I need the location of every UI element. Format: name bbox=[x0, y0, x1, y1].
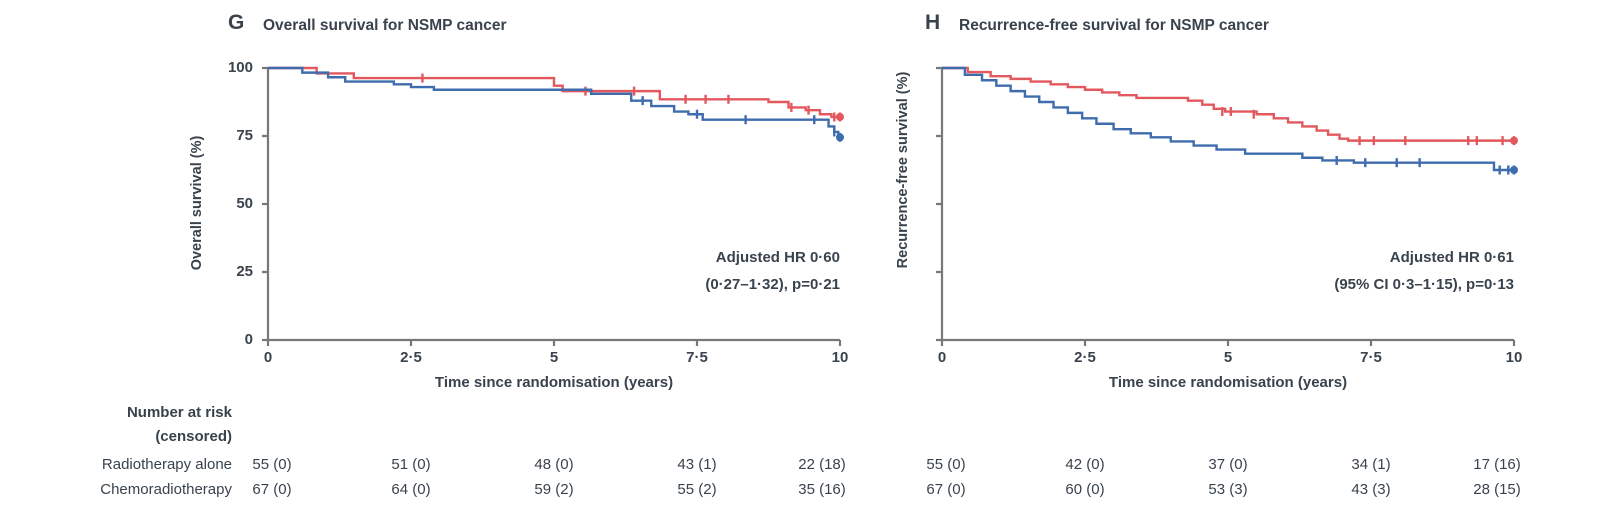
panel-h-x-axis-title: Time since randomisation (years) bbox=[1108, 374, 1348, 391]
panel-h-x-tick-label: 0 bbox=[937, 349, 947, 366]
panel-h-y-axis-title: Recurrence-free survival (%) bbox=[895, 71, 911, 269]
risk-value: 22 (18) bbox=[798, 456, 846, 473]
risk-value: 59 (2) bbox=[534, 481, 574, 498]
risk-value: 37 (0) bbox=[1208, 456, 1248, 473]
risk-value: 35 (16) bbox=[798, 481, 846, 498]
risk-value: 55 (0) bbox=[252, 456, 292, 473]
panel-h-km-plot bbox=[936, 66, 1518, 346]
risk-value: 67 (0) bbox=[252, 481, 292, 498]
risk-value: 17 (16) bbox=[1473, 456, 1521, 473]
panel-g-hr-annotation-line1: Adjusted HR 0·60 bbox=[715, 249, 840, 266]
panel-h-x-tick-label: 7·5 bbox=[1360, 349, 1382, 366]
panel-g-x-tick-label: 2·5 bbox=[400, 349, 422, 366]
risk-value: 28 (15) bbox=[1473, 481, 1521, 498]
risk-value: 60 (0) bbox=[1065, 481, 1105, 498]
panel-g-hr-annotation-line2: (0·27–1·32), p=0·21 bbox=[705, 276, 840, 293]
risk-table-header-censored: (censored) bbox=[155, 428, 232, 445]
panel-g-y-tick-label: 50 bbox=[236, 195, 253, 212]
risk-table-header: Number at risk bbox=[126, 404, 232, 421]
panel-h-x-tick-label: 5 bbox=[1223, 349, 1233, 366]
panel-g-y-tick-label: 75 bbox=[236, 127, 253, 144]
risk-value: 53 (3) bbox=[1208, 481, 1248, 498]
risk-row-label-radiotherapy: Radiotherapy alone bbox=[101, 456, 232, 473]
panel-h-hr-annotation-line2: (95% CI 0·3–1·15), p=0·13 bbox=[1334, 276, 1514, 293]
risk-value: 34 (1) bbox=[1351, 456, 1391, 473]
panel-g-x-tick-label: 7·5 bbox=[686, 349, 708, 366]
panel-g-y-tick-label: 25 bbox=[236, 263, 253, 280]
panel-h-title: Recurrence-free survival for NSMP cancer bbox=[959, 17, 1269, 34]
panel-g-km-plot bbox=[262, 66, 844, 346]
panel-h-letter: H bbox=[925, 11, 941, 34]
panel-g-title: Overall survival for NSMP cancer bbox=[263, 17, 507, 34]
panel-g-letter: G bbox=[228, 11, 245, 34]
risk-value: 43 (3) bbox=[1351, 481, 1391, 498]
risk-value: 67 (0) bbox=[926, 481, 966, 498]
panel-h-x-tick-label: 2·5 bbox=[1074, 349, 1096, 366]
panel-g-x-tick-label: 10 bbox=[831, 349, 849, 366]
panel-h-x-tick-label: 10 bbox=[1505, 349, 1523, 366]
panel-g-x-tick-label: 0 bbox=[263, 349, 273, 366]
risk-value: 64 (0) bbox=[391, 481, 431, 498]
risk-value: 55 (0) bbox=[926, 456, 966, 473]
risk-row-label-chemoradiotherapy: Chemoradiotherapy bbox=[100, 481, 232, 498]
risk-value: 42 (0) bbox=[1065, 456, 1105, 473]
panel-g-x-tick-label: 5 bbox=[549, 349, 559, 366]
risk-value: 51 (0) bbox=[391, 456, 431, 473]
panel-h-hr-annotation-line1: Adjusted HR 0·61 bbox=[1389, 249, 1514, 266]
panel-g-y-tick-label: 0 bbox=[244, 331, 253, 348]
risk-value: 55 (2) bbox=[677, 481, 717, 498]
panel-g-x-axis-title: Time since randomisation (years) bbox=[434, 374, 674, 391]
panel-g-y-tick-label: 100 bbox=[227, 59, 253, 76]
risk-value: 43 (1) bbox=[677, 456, 717, 473]
risk-value: 48 (0) bbox=[534, 456, 574, 473]
